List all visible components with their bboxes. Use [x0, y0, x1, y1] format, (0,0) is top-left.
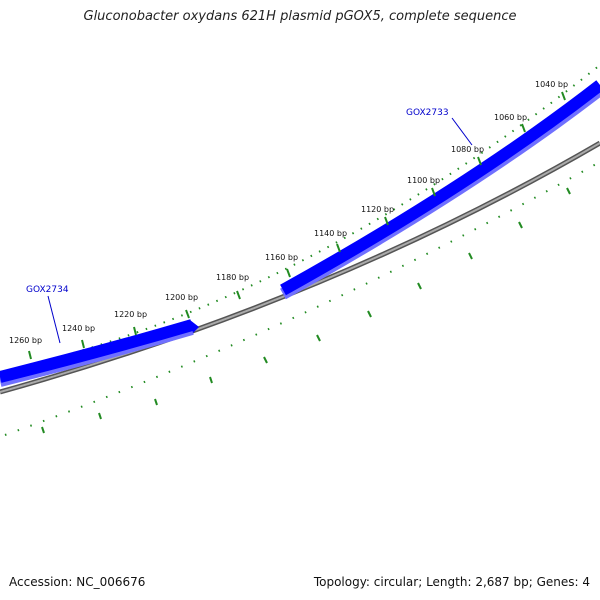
- tick-mark: [521, 123, 526, 133]
- tick-label: 1220 bp: [114, 310, 147, 319]
- tick-mark: [286, 268, 291, 278]
- tick-mark: [154, 398, 158, 406]
- tick-mark: [367, 310, 372, 318]
- tick-label: 1180 bp: [216, 273, 249, 282]
- tick-label: 1140 bp: [314, 229, 347, 238]
- gene-leader-line: [47, 295, 61, 344]
- tick-mark: [28, 350, 32, 360]
- gene-gox2734[interactable]: [0, 319, 194, 383]
- gene-leader-line: [451, 117, 473, 146]
- tick-mark: [236, 290, 241, 300]
- tick-mark: [417, 282, 422, 290]
- tick-mark: [384, 216, 389, 226]
- tick-label: 1100 bp: [407, 176, 440, 185]
- tick-labels: 1040 bp 1060 bp 1080 bp 1100 bp 1120 bp …: [9, 80, 568, 345]
- tick-mark: [133, 326, 137, 336]
- tick-mark: [81, 339, 85, 349]
- gene-gox2734-arrowhead: [190, 320, 199, 333]
- inner-tick-ruler: [4, 162, 599, 436]
- tick-mark: [518, 221, 523, 229]
- tick-label: 1060 bp: [494, 113, 527, 122]
- tick-label: 1160 bp: [265, 253, 298, 262]
- tick-mark: [98, 412, 102, 420]
- tick-mark: [209, 376, 213, 384]
- major-ticks: [28, 91, 566, 360]
- tick-label: 1080 bp: [451, 145, 484, 154]
- gene-label-gox2733[interactable]: GOX2733: [406, 108, 449, 118]
- tick-mark: [566, 187, 571, 195]
- backbone: [0, 142, 600, 393]
- accession-text: Accession: NC_006676: [9, 575, 146, 589]
- inner-major-ticks: [41, 187, 571, 434]
- tick-label: 1260 bp: [9, 336, 42, 345]
- gene-gox2733[interactable]: [280, 80, 600, 296]
- tick-mark: [41, 426, 45, 434]
- map-title: Gluconobacter oxydans 621H plasmid pGOX5…: [83, 9, 517, 24]
- tick-mark: [185, 309, 190, 319]
- tick-label: 1200 bp: [165, 293, 198, 302]
- tick-label: 1120 bp: [361, 205, 394, 214]
- tick-label: 1240 bp: [62, 324, 95, 333]
- tick-mark: [561, 91, 566, 101]
- tick-mark: [468, 252, 473, 260]
- gene-labels: GOX2733 GOX2734: [26, 108, 473, 344]
- topology-summary: Topology: circular; Length: 2,687 bp; Ge…: [313, 575, 590, 589]
- tick-label: 1040 bp: [535, 80, 568, 89]
- tick-mark: [263, 356, 268, 364]
- gene-label-gox2734[interactable]: GOX2734: [26, 285, 69, 295]
- tick-mark: [316, 334, 321, 342]
- tick-mark: [477, 156, 482, 166]
- tick-mark: [431, 187, 436, 197]
- tick-mark: [336, 243, 341, 253]
